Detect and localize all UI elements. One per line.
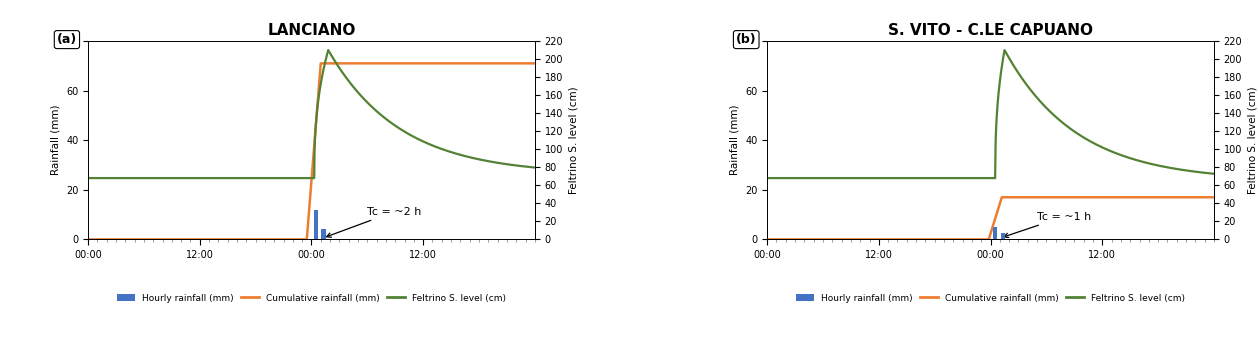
Legend: Hourly rainfall (mm), Cumulative rainfall (mm), Feltrino S. level (cm): Hourly rainfall (mm), Cumulative rainfal… <box>113 290 509 306</box>
Text: (b): (b) <box>736 33 756 46</box>
Y-axis label: Feltrino S. level (cm): Feltrino S. level (cm) <box>569 87 579 194</box>
Bar <box>1000 233 1005 239</box>
Bar <box>322 229 326 239</box>
Y-axis label: Rainfall (mm): Rainfall (mm) <box>50 105 60 175</box>
Bar <box>993 227 998 239</box>
Text: Tc = ~1 h: Tc = ~1 h <box>1004 212 1092 238</box>
Y-axis label: Feltrino S. level (cm): Feltrino S. level (cm) <box>1248 87 1258 194</box>
Title: S. VITO - C.LE CAPUANO: S. VITO - C.LE CAPUANO <box>888 24 1093 39</box>
Title: LANCIANO: LANCIANO <box>267 24 356 39</box>
Text: (a): (a) <box>57 33 77 46</box>
Text: Tc = ~2 h: Tc = ~2 h <box>327 207 421 237</box>
Legend: Hourly rainfall (mm), Cumulative rainfall (mm), Feltrino S. level (cm): Hourly rainfall (mm), Cumulative rainfal… <box>793 290 1189 306</box>
Bar <box>314 210 318 239</box>
Y-axis label: Rainfall (mm): Rainfall (mm) <box>730 105 740 175</box>
